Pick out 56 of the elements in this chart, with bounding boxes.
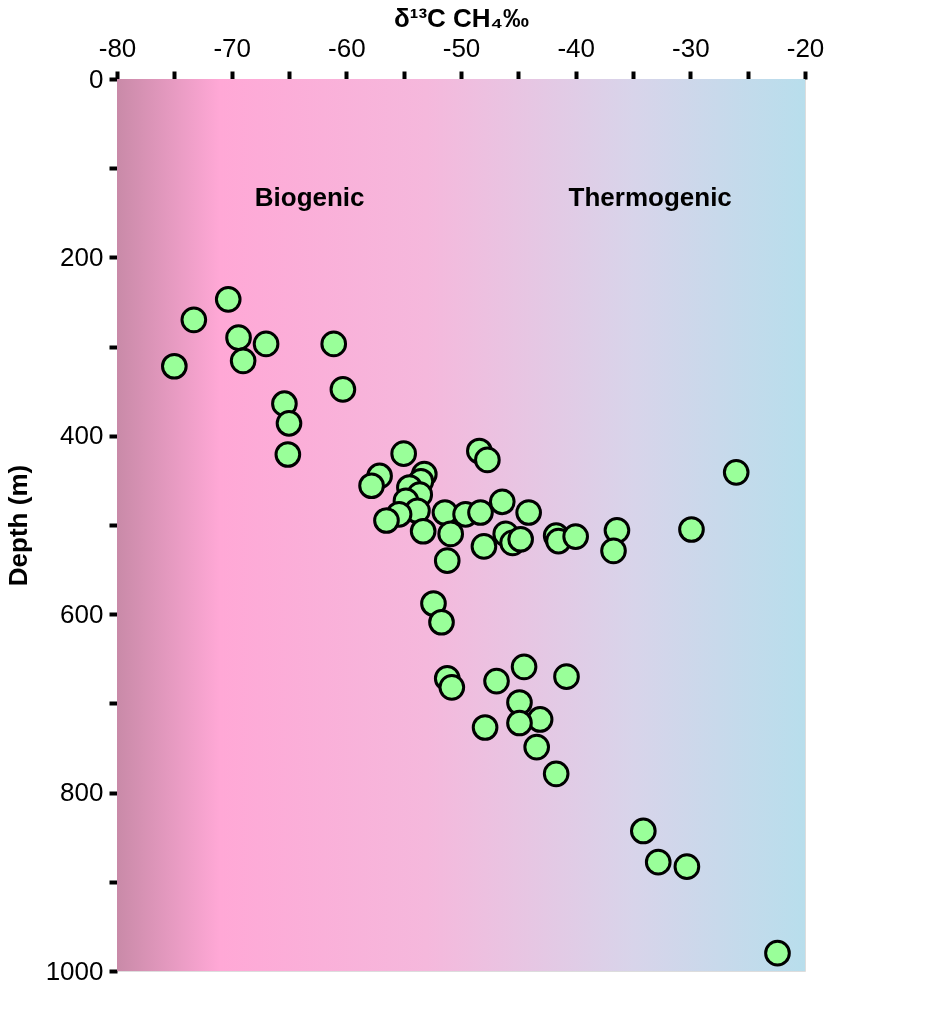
point <box>329 376 357 403</box>
x-tick-label: -30 <box>672 32 710 63</box>
x-tick-label: -50 <box>442 32 481 63</box>
point <box>764 939 791 967</box>
point <box>553 663 580 690</box>
x-tick-label: -60 <box>328 32 366 63</box>
point <box>320 330 348 358</box>
point <box>229 347 257 375</box>
point <box>506 709 533 737</box>
point <box>274 441 302 468</box>
point <box>515 499 542 526</box>
point <box>678 516 705 543</box>
x-tick-label: -80 <box>98 32 137 63</box>
point <box>488 488 516 516</box>
point <box>433 547 461 574</box>
point <box>510 653 538 681</box>
point <box>474 446 501 474</box>
point <box>180 306 208 334</box>
y-tick-label: 800 <box>60 777 104 808</box>
annotation: Biogenic <box>254 182 365 212</box>
y-tick-label: 1000 <box>45 955 104 986</box>
point <box>275 410 303 437</box>
point <box>600 537 627 565</box>
x-axis-title: δ¹³C CH₄‰ <box>393 2 530 33</box>
point <box>644 848 672 876</box>
y-tick-label: 200 <box>60 241 104 272</box>
annotation: Thermogenic <box>568 182 732 212</box>
point <box>252 330 280 358</box>
y-tick-label: 0 <box>89 63 104 94</box>
point <box>373 507 400 534</box>
point <box>722 459 750 486</box>
point <box>428 608 455 636</box>
y-axis-title: Depth (m) <box>2 464 33 587</box>
point <box>483 667 510 695</box>
point <box>161 352 188 380</box>
point <box>437 520 465 548</box>
point <box>562 523 589 550</box>
point <box>523 733 551 761</box>
y-tick-label: 400 <box>60 420 104 451</box>
point <box>542 760 570 788</box>
point <box>358 472 385 500</box>
point <box>214 286 242 313</box>
point <box>629 817 657 845</box>
point <box>467 499 494 526</box>
point <box>673 853 701 880</box>
point <box>471 714 499 741</box>
x-tick-label: -70 <box>213 32 251 63</box>
point <box>470 533 498 560</box>
y-tick-label: 600 <box>60 598 104 629</box>
point <box>390 440 417 467</box>
point <box>409 517 437 545</box>
point <box>507 525 534 553</box>
point <box>438 674 466 701</box>
x-tick-label: -20 <box>786 32 825 63</box>
point <box>225 324 252 351</box>
x-tick-label: -40 <box>557 32 595 63</box>
